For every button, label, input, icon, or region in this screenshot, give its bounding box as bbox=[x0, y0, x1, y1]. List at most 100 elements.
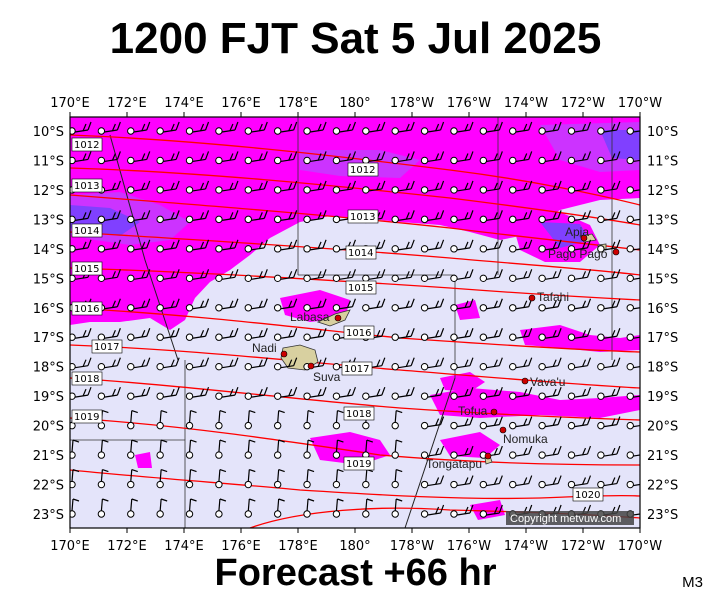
wind-barb bbox=[127, 121, 151, 135]
wind-barb bbox=[597, 269, 621, 283]
wind-barb bbox=[567, 151, 592, 165]
wind-barb bbox=[97, 328, 121, 341]
wind-barb bbox=[567, 445, 592, 459]
wind-barb bbox=[127, 298, 151, 312]
wind-barb bbox=[70, 498, 80, 518]
wind-barb bbox=[597, 357, 621, 371]
wind-barb bbox=[420, 210, 445, 224]
wind-barb bbox=[626, 215, 640, 224]
wind-barb bbox=[479, 504, 503, 518]
wind-barb bbox=[420, 386, 445, 400]
lat-label-right: 12°S bbox=[647, 184, 678, 199]
wind-barb bbox=[70, 468, 80, 489]
wind-barb bbox=[156, 180, 180, 194]
labasa-marker bbox=[334, 314, 342, 322]
tofua-marker bbox=[490, 408, 498, 416]
wind-barb bbox=[450, 151, 474, 165]
wind-barb bbox=[215, 410, 227, 430]
lat-label-right: 21°S bbox=[647, 449, 678, 464]
svg-text:Copyright metvuw.com: Copyright metvuw.com bbox=[510, 513, 621, 525]
wind-barb bbox=[185, 468, 197, 489]
wind-barb bbox=[332, 439, 344, 459]
wind-barb bbox=[450, 239, 474, 253]
wind-barb bbox=[303, 269, 327, 283]
lon-label-top: 170°W bbox=[618, 96, 662, 111]
wind-barb bbox=[127, 498, 138, 518]
wind-barb bbox=[420, 504, 445, 518]
wind-barb bbox=[479, 386, 503, 400]
wind-barb bbox=[509, 328, 533, 341]
wind-barb bbox=[420, 239, 445, 253]
wind-barb bbox=[185, 239, 210, 253]
wind-barb bbox=[450, 357, 474, 371]
wind-barb bbox=[597, 180, 621, 194]
wind-barb bbox=[332, 298, 356, 312]
wind-barb bbox=[156, 239, 180, 253]
place-label: Labasa bbox=[290, 310, 330, 324]
wind-barb bbox=[626, 186, 640, 194]
wind-barb bbox=[303, 210, 327, 224]
wind-barb bbox=[244, 121, 268, 135]
wind-barb bbox=[509, 210, 533, 224]
wind-barb bbox=[538, 151, 562, 165]
svg-text:1017: 1017 bbox=[344, 364, 369, 375]
isobar-label: 1014 bbox=[345, 245, 377, 260]
wind-barb bbox=[97, 498, 109, 518]
wind-barb bbox=[185, 269, 210, 283]
svg-text:1016: 1016 bbox=[74, 304, 99, 315]
isobar-label: 1016 bbox=[343, 325, 375, 340]
isobar-label: 1013 bbox=[347, 209, 379, 224]
wind-barb bbox=[127, 210, 151, 224]
lat-label-right: 20°S bbox=[647, 420, 678, 435]
boundary-line bbox=[109, 134, 456, 528]
lat-label-right: 16°S bbox=[647, 302, 678, 317]
lat-label-left: 13°S bbox=[33, 213, 64, 228]
wind-barb bbox=[332, 498, 344, 518]
wind-barb bbox=[509, 151, 533, 165]
wind-barb bbox=[567, 210, 592, 224]
wind-barb bbox=[450, 504, 474, 518]
wind-barb bbox=[303, 439, 315, 459]
wind-barb bbox=[127, 468, 138, 489]
copyright-badge: Copyright metvuw.com bbox=[506, 511, 634, 525]
wind-barb bbox=[362, 386, 386, 400]
wind-barb bbox=[420, 298, 445, 312]
wind-barb bbox=[391, 180, 415, 194]
wind-barb bbox=[303, 386, 327, 400]
lat-label-right: 10°S bbox=[647, 125, 678, 140]
wind-barb bbox=[97, 269, 121, 283]
wind-barb bbox=[479, 357, 503, 371]
wind-barb bbox=[538, 239, 562, 253]
lon-label-bottom: 170°E bbox=[50, 539, 90, 554]
svg-text:1018: 1018 bbox=[74, 374, 99, 385]
wind-barb bbox=[391, 269, 415, 283]
wind-barb bbox=[244, 410, 256, 430]
strong-wind-area bbox=[440, 372, 485, 392]
wind-barb bbox=[391, 439, 403, 459]
isobar-label: 1015 bbox=[71, 261, 103, 276]
svg-text:1014: 1014 bbox=[348, 248, 373, 259]
wind-barb bbox=[303, 410, 315, 430]
isobar-label: 1016 bbox=[71, 301, 103, 316]
svg-text:1013: 1013 bbox=[350, 212, 375, 223]
wind-barb bbox=[70, 357, 92, 371]
wind-barb bbox=[70, 328, 92, 341]
wind-barb bbox=[303, 180, 327, 194]
wind-barb bbox=[97, 121, 121, 135]
wind-barb bbox=[156, 210, 180, 224]
wind-barb bbox=[538, 416, 562, 430]
wind-barb bbox=[156, 468, 168, 489]
wind-barb bbox=[303, 298, 327, 312]
wind-barb bbox=[70, 439, 80, 459]
wind-barb bbox=[450, 475, 474, 489]
wind-barb bbox=[185, 180, 210, 194]
wind-barb bbox=[244, 210, 268, 224]
lat-label-left: 17°S bbox=[33, 331, 64, 346]
wind-barb bbox=[97, 357, 121, 371]
wind-barb bbox=[391, 410, 403, 430]
svg-text:1015: 1015 bbox=[348, 283, 373, 294]
tongatapu-marker bbox=[484, 452, 492, 460]
wind-barb bbox=[215, 239, 239, 253]
wind-barb bbox=[215, 269, 239, 283]
wind-barb bbox=[538, 357, 562, 371]
